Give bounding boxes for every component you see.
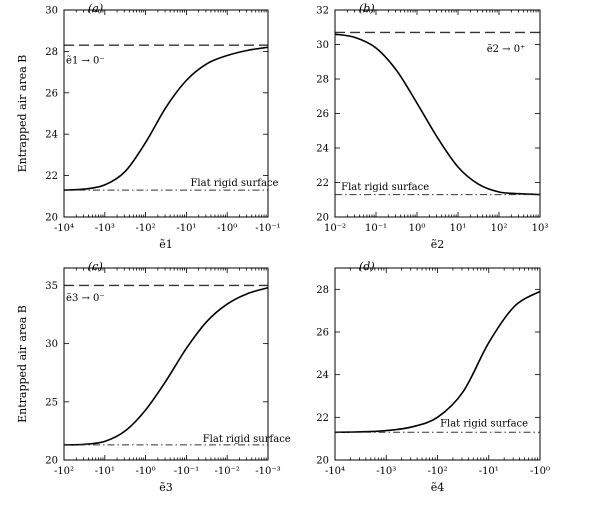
panel-label: (a): [88, 2, 103, 15]
x-tick-label: 10³: [532, 223, 549, 234]
annotation: Flat rigid surface: [190, 178, 278, 189]
annotation: ẽ3 → 0⁻: [66, 293, 105, 304]
y-tick-label: 20: [45, 456, 58, 467]
x-tick-label: -10³: [376, 466, 396, 477]
x-tick-label: -10⁻²: [215, 466, 240, 477]
x-tick-label: 10¹: [450, 223, 467, 234]
y-tick-label: 26: [45, 88, 58, 99]
y-tick-label: 35: [45, 281, 58, 292]
annotation: ẽ2 → 0⁺: [487, 44, 526, 55]
y-tick-label: 28: [316, 285, 329, 296]
y-tick-label: 32: [316, 6, 329, 17]
x-tick-label: 10⁰: [409, 223, 426, 234]
y-tick-label: 22: [316, 178, 329, 189]
x-tick-label: -10²: [54, 466, 74, 477]
x-tick-label: -10⁴: [325, 466, 345, 477]
y-axis-label: Entrapped air area B: [16, 55, 29, 173]
y-tick-label: 28: [316, 75, 329, 86]
annotation: Flat rigid surface: [440, 419, 528, 430]
panel-label: (c): [88, 260, 103, 273]
plot-frame: [63, 9, 269, 218]
y-tick-label: 26: [316, 328, 329, 339]
y-tick-label: 22: [45, 171, 58, 182]
y-tick-label: 26: [316, 109, 329, 120]
panel-d: -10⁴ -10³ -10² -10¹ -10⁰ 20 22 24 26 28 Flat rigid…: [316, 260, 550, 494]
x-tick-label: -10¹: [479, 466, 499, 477]
y-tick-label: 24: [45, 130, 58, 141]
x-tick-label: -10⁻¹: [174, 466, 199, 477]
x-axis-label: ẽ3: [159, 481, 173, 494]
x-tick-label: -10⁰: [136, 466, 156, 477]
panel-c: -10² -10¹ -10⁰ -10⁻¹ -10⁻² -10⁻³ 20 25 30 35 ẽ3 → …: [16, 260, 291, 494]
x-tick-label: 10⁻²: [324, 223, 346, 234]
annotation: Flat rigid surface: [203, 434, 291, 445]
x-tick-label: -10¹: [176, 223, 196, 234]
x-tick-label: -10²: [136, 223, 156, 234]
x-tick-label: 10²: [491, 223, 508, 234]
x-axis-label: ẽ2: [431, 238, 445, 251]
x-tick-label: -10³: [95, 223, 115, 234]
x-axis-label: ẽ1: [159, 238, 173, 251]
plot-frame: [63, 267, 269, 461]
y-tick-label: 24: [316, 144, 329, 155]
y-tick-label: 20: [316, 456, 329, 467]
plot-frame: [334, 267, 541, 461]
y-tick-label: 30: [316, 40, 329, 51]
y-tick-label: 30: [45, 6, 58, 17]
x-tick-label: -10⁰: [217, 223, 237, 234]
y-tick-label: 20: [316, 213, 329, 224]
x-tick-label: -10⁰: [530, 466, 550, 477]
annotation: ẽ1 → 0⁻: [66, 56, 105, 67]
y-tick-label: 30: [45, 339, 58, 350]
x-tick-label: -10⁻³: [255, 466, 280, 477]
panel-label: (b): [359, 2, 375, 15]
x-tick-label: 10⁻¹: [365, 223, 387, 234]
y-tick-label: 22: [316, 413, 329, 424]
series-line-solid: [334, 290, 541, 434]
x-tick-label: -10⁴: [54, 223, 74, 234]
series-line-solid: [334, 33, 541, 196]
x-tick-label: -10¹: [95, 466, 115, 477]
series-line-solid: [63, 46, 269, 191]
x-tick-label: -10⁻¹: [255, 223, 280, 234]
y-tick-label: 24: [316, 370, 329, 381]
y-axis-label: Entrapped air area B: [16, 305, 29, 423]
annotation: Flat rigid surface: [341, 182, 429, 193]
panel-b: 10⁻² 10⁻¹ 10⁰ 10¹ 10² 10³ 20 22 24 26 28 30 32 ẽ2 → 0…: [316, 2, 548, 251]
plot-frame: [334, 9, 541, 218]
panel-a: -10⁴ -10³ -10² -10¹ -10⁰ -10⁻¹ 20 22 24 26 28 30 ẽ1 …: [16, 2, 281, 251]
x-axis-label: ẽ4: [431, 481, 445, 494]
x-tick-label: -10²: [427, 466, 447, 477]
y-tick-label: 28: [45, 47, 58, 58]
panel-label: (d): [359, 260, 375, 273]
y-tick-label: 25: [45, 397, 58, 408]
series-line-solid: [63, 287, 269, 446]
y-tick-label: 20: [45, 213, 58, 224]
